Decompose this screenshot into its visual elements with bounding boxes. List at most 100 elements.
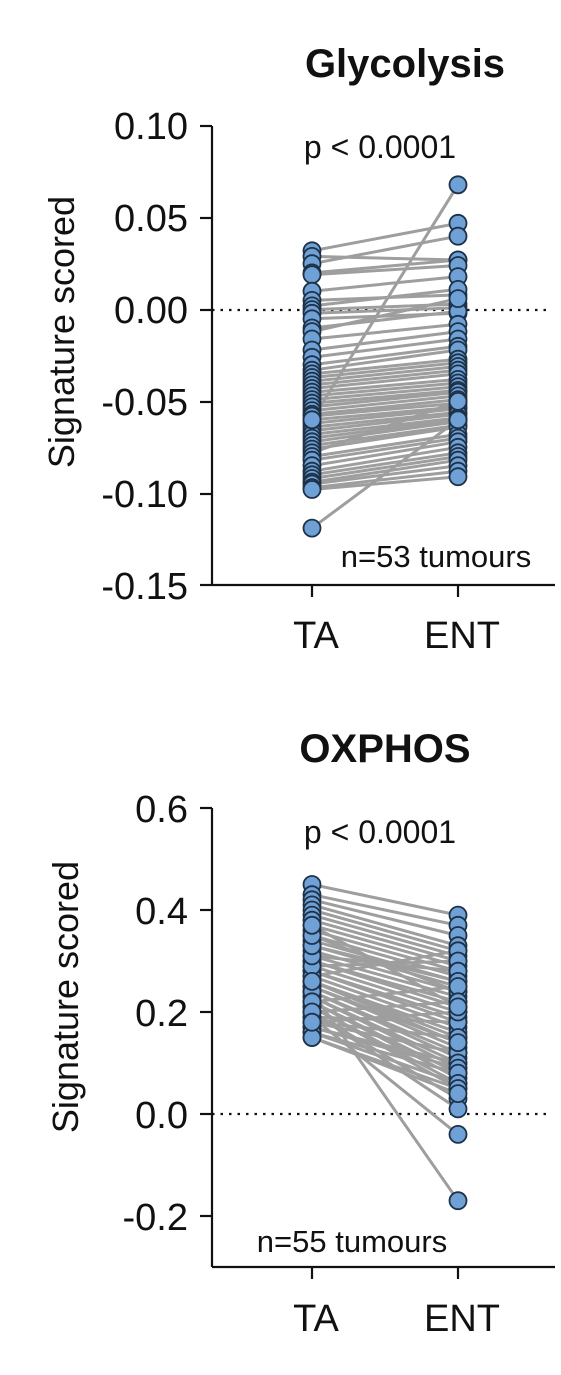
pair-line [310, 990, 460, 1202]
y-tick-label: 0.6 [135, 789, 188, 831]
data-point-ta [302, 518, 322, 538]
chart-title: OXPHOS [299, 727, 470, 771]
oxphos-panel: OXPHOS Signature scored p < 0.0001 0.6 0… [45, 727, 555, 1340]
sample-size-label: n=53 tumours [341, 539, 531, 574]
data-points [302, 875, 468, 1211]
sample-size-label: n=55 tumours [257, 1224, 447, 1259]
pair-line [311, 903, 459, 948]
pair-line [311, 1010, 459, 1024]
y-tick-label: 0.05 [114, 198, 188, 240]
data-point-ent [448, 410, 468, 430]
data-point-ent [448, 1191, 468, 1211]
pair-line [311, 475, 459, 491]
data-point-ta [302, 1012, 322, 1032]
data-point-ent [448, 1125, 468, 1144]
pair-line [311, 330, 459, 352]
pair-line [311, 234, 459, 266]
y-tick-label: -0.2 [123, 1197, 188, 1239]
pair-line [311, 445, 459, 473]
x-tick-label-ta: TA [293, 615, 339, 657]
pair-line [311, 1030, 459, 1085]
pair-line [311, 898, 459, 937]
pair-line [311, 985, 459, 1004]
pair-line [311, 1025, 459, 1070]
x-tick-label-ent: ENT [424, 1298, 500, 1340]
p-value-annotation: p < 0.0001 [304, 129, 456, 165]
pair-line [311, 923, 459, 1009]
pair-line [311, 418, 459, 440]
pair-line [311, 469, 459, 490]
pair-line [311, 908, 459, 953]
pair-lines [310, 883, 460, 1202]
pair-line [311, 254, 459, 262]
axes [200, 124, 555, 597]
pair-line [311, 410, 459, 429]
pair-line [311, 455, 459, 480]
pair-line [311, 980, 459, 1044]
pair-line [311, 1015, 459, 1024]
pair-line [311, 337, 459, 359]
pair-line [311, 401, 459, 418]
pair-line [311, 436, 459, 462]
pair-line [311, 893, 459, 927]
data-point-ta [302, 972, 322, 991]
pair-line [311, 361, 459, 379]
pair-line [311, 264, 459, 277]
y-tick-label: -0.05 [101, 382, 188, 424]
chart-title: Glycolysis [305, 42, 505, 86]
axes [200, 806, 555, 1279]
data-point-ta [302, 410, 322, 430]
pair-line [311, 221, 459, 253]
data-point-ent [448, 467, 468, 487]
pair-line [311, 1015, 459, 1136]
pair-line [311, 344, 459, 367]
pair-line [311, 385, 459, 402]
pair-line [311, 420, 459, 444]
pair-line [311, 390, 459, 409]
pair-line [311, 412, 459, 433]
y-tick-label: 0.10 [114, 106, 188, 148]
pair-lines [310, 184, 460, 530]
y-axis-label: Signature scored [45, 861, 86, 1133]
pair-line [311, 348, 459, 372]
data-point-ent [448, 289, 468, 309]
data-point-ent [448, 1033, 468, 1052]
pair-line [311, 1000, 459, 1014]
pair-line [311, 418, 459, 530]
pair-line [311, 883, 459, 917]
data-point-ent [448, 1084, 468, 1103]
pair-line [311, 1030, 459, 1075]
data-point-ent [448, 997, 468, 1017]
data-point-ta [302, 265, 322, 285]
y-tick-label: 0.00 [114, 290, 188, 332]
pair-line [311, 258, 459, 275]
pair-line [311, 357, 459, 376]
pair-line [311, 322, 459, 341]
pair-line [311, 394, 459, 413]
pair-line [311, 440, 459, 468]
y-tick-labels: 0.10 0.05 0.00 -0.05 -0.10 -0.15 [101, 106, 188, 608]
pair-line [311, 458, 459, 484]
y-tick-label: -0.10 [101, 474, 188, 516]
y-tick-label: 0.2 [135, 993, 188, 1035]
y-tick-labels: 0.6 0.4 0.2 0.0 -0.2 [123, 789, 188, 1239]
pair-line [311, 372, 459, 390]
pair-line [311, 451, 459, 477]
data-point-ta [302, 480, 322, 499]
pair-line [311, 1036, 459, 1096]
pair-line [311, 381, 459, 398]
pair-line [311, 388, 459, 405]
pair-line [311, 974, 459, 1029]
pair-line [311, 923, 459, 968]
data-point-ent [448, 226, 468, 246]
x-tick-label-ta: TA [293, 1298, 339, 1340]
pair-line [310, 184, 460, 421]
pair-line [311, 423, 459, 447]
data-point-ent [448, 175, 468, 195]
y-tick-label: 0.0 [135, 1095, 188, 1137]
data-point-ent [448, 391, 468, 411]
pair-line [311, 377, 459, 394]
pair-line [311, 399, 459, 455]
pair-line [311, 934, 459, 994]
